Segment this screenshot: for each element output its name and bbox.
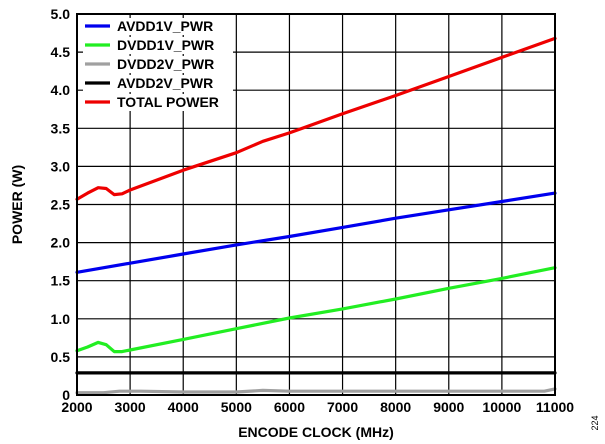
y-tick-label: 1.0 [51, 311, 71, 327]
x-tick-label: 7000 [327, 399, 358, 415]
series-lines [75, 36, 557, 395]
x-tick-label: 10000 [482, 399, 521, 415]
series-line-dvdd2v-pwr [75, 387, 557, 395]
y-tick-label: 2.5 [51, 197, 71, 213]
x-tick-labels: 2000 3000 4000 5000 6000 7000 8000 9000 10000 110… [61, 399, 574, 415]
y-tick-label: 0.5 [51, 349, 71, 365]
legend-label: AVDD2V_PWR [117, 75, 213, 91]
y-axis-title: POWER (W) [9, 165, 25, 244]
legend-bg [83, 18, 233, 35]
legend-bg [83, 37, 233, 54]
legend-bg [83, 75, 233, 92]
legend-bg [83, 94, 233, 111]
x-tick-label: 11000 [536, 399, 574, 415]
legend-bg [83, 56, 233, 73]
y-tick-labels: 0 0.5 1.0 1.5 2.0 2.5 3.0 3.5 4.0 4.5 5.0 [51, 6, 71, 403]
y-tick-label: 2.0 [51, 235, 71, 251]
series-line-total-power [75, 36, 557, 201]
plot-frame [76, 13, 556, 396]
y-tick-label: 1.5 [51, 273, 71, 289]
x-tick-label: 2000 [61, 399, 92, 415]
series-line-avdd1v-pwr [75, 191, 557, 274]
x-tick-label: 5000 [221, 399, 252, 415]
y-tick-label: 0 [62, 387, 70, 403]
x-tick-label: 9000 [433, 399, 464, 415]
legend: AVDD1V_PWR DVDD1V_PWR DVDD2V_PWR AVDD2V_PWR… [83, 18, 233, 111]
series-line-dvdd1v-pwr [75, 266, 557, 354]
x-tick-label: 4000 [168, 399, 199, 415]
x-tick-label: 6000 [274, 399, 305, 415]
x-tick-label: 3000 [115, 399, 146, 415]
legend-label: TOTAL POWER [117, 94, 219, 110]
figure-number-note: 224 [590, 415, 600, 430]
y-tick-label: 3.5 [51, 120, 71, 136]
legend-label: AVDD1V_PWR [117, 18, 213, 34]
x-tick-label: 8000 [380, 399, 411, 415]
y-tick-label: 3.0 [51, 158, 71, 174]
legend-label: DVDD1V_PWR [117, 37, 214, 53]
y-tick-label: 4.0 [51, 82, 71, 98]
y-tick-label: 4.5 [51, 44, 71, 60]
x-axis-title: ENCODE CLOCK (MHz) [238, 424, 394, 440]
y-tick-label: 5.0 [51, 6, 71, 22]
legend-label: DVDD2V_PWR [117, 56, 214, 72]
